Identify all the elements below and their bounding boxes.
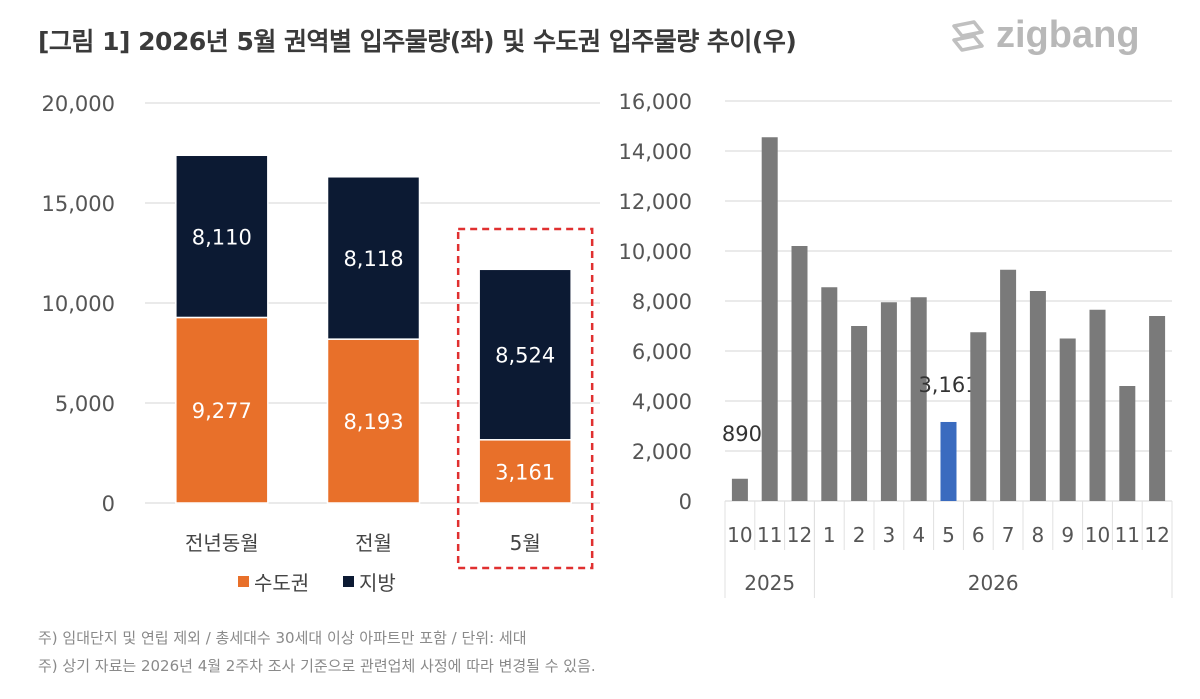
bar <box>1060 339 1076 502</box>
y-tick-label: 16,000 <box>619 90 692 114</box>
x-tick-label: 전년동월 <box>185 531 259 555</box>
x-tick-label: 2 <box>853 523 866 547</box>
y-tick-label: 8,000 <box>632 290 692 314</box>
bar <box>1030 291 1046 501</box>
data-label: 9,277 <box>192 399 252 423</box>
bar <box>1090 310 1106 501</box>
y-tick-label: 15,000 <box>42 192 115 216</box>
bar <box>792 246 808 501</box>
data-label: 3,161 <box>918 373 978 397</box>
data-label: 8,193 <box>343 410 403 434</box>
x-tick-label: 10 <box>727 523 752 547</box>
bar <box>1119 386 1135 501</box>
legend-swatch <box>238 576 249 587</box>
legend-swatch <box>343 576 354 587</box>
footnotes: 주) 임대단지 및 연립 제외 / 총세대수 30세대 이상 아파트만 포함 /… <box>38 624 596 680</box>
y-tick-label: 0 <box>102 492 115 516</box>
x-tick-label: 4 <box>912 523 925 547</box>
x-tick-label: 5월 <box>510 531 541 555</box>
legend-label: 수도권 <box>254 571 309 595</box>
data-label: 8,118 <box>343 247 403 271</box>
data-label: 8,110 <box>192 225 252 249</box>
bar <box>941 422 957 501</box>
y-tick-label: 14,000 <box>619 140 692 164</box>
x-tick-label: 11 <box>757 523 782 547</box>
y-tick-label: 6,000 <box>632 340 692 364</box>
x-tick-label: 전월 <box>355 531 392 555</box>
bar <box>851 326 867 501</box>
y-tick-label: 2,000 <box>632 440 692 464</box>
x-tick-label: 12 <box>787 523 812 547</box>
bar <box>732 479 748 501</box>
legend-label: 지방 <box>359 571 396 595</box>
y-tick-label: 0 <box>679 490 692 514</box>
bar <box>881 302 897 501</box>
group-label: 2026 <box>968 571 1019 595</box>
x-tick-label: 5 <box>942 523 955 547</box>
bar <box>1149 316 1165 501</box>
group-label: 2025 <box>744 571 795 595</box>
data-label: 890 <box>722 422 762 446</box>
x-tick-label: 11 <box>1115 523 1140 547</box>
x-tick-label: 1 <box>823 523 836 547</box>
x-tick-label: 7 <box>1002 523 1015 547</box>
data-label: 3,161 <box>495 460 555 484</box>
y-tick-label: 5,000 <box>55 392 115 416</box>
bar <box>1000 270 1016 501</box>
y-tick-label: 12,000 <box>619 190 692 214</box>
x-tick-label: 6 <box>972 523 985 547</box>
y-tick-label: 20,000 <box>42 92 115 116</box>
y-tick-label: 10,000 <box>619 240 692 264</box>
footnote-2: 주) 상기 자료는 2026년 4월 2주차 조사 기준으로 관련업체 사정에 … <box>38 652 596 680</box>
x-tick-label: 12 <box>1144 523 1169 547</box>
bar <box>821 287 837 501</box>
x-tick-label: 10 <box>1085 523 1110 547</box>
footnote-1: 주) 임대단지 및 연립 제외 / 총세대수 30세대 이상 아파트만 포함 /… <box>38 624 596 652</box>
bar <box>762 137 778 501</box>
y-tick-label: 10,000 <box>42 292 115 316</box>
x-tick-label: 3 <box>883 523 896 547</box>
x-tick-label: 9 <box>1061 523 1074 547</box>
bar <box>911 297 927 501</box>
bar <box>970 332 986 501</box>
y-tick-label: 4,000 <box>632 390 692 414</box>
x-tick-label: 8 <box>1032 523 1045 547</box>
data-label: 8,524 <box>495 344 555 368</box>
